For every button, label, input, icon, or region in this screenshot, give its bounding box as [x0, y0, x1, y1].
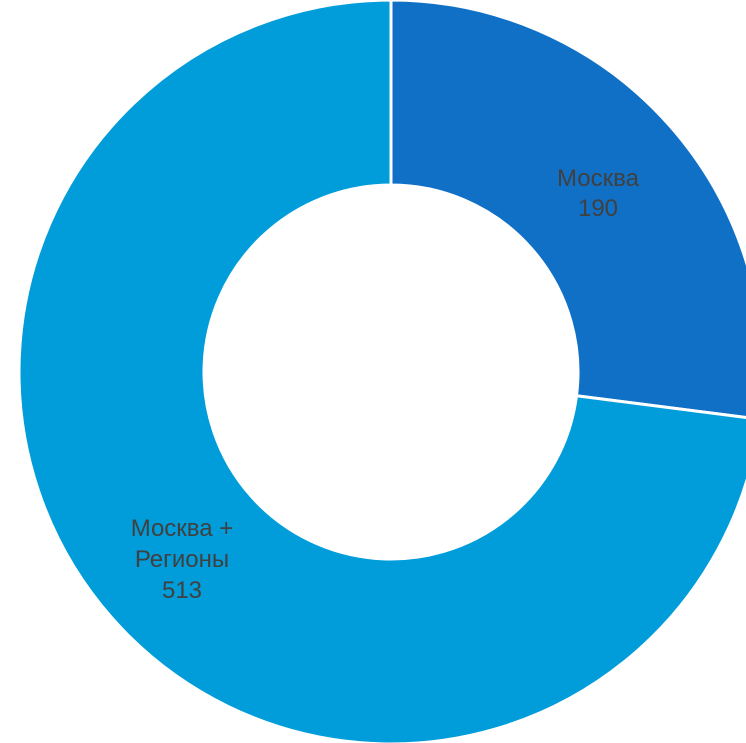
chart-slices — [19, 0, 746, 743]
data-label-category: Москва — [557, 165, 640, 192]
data-label-category: Регионы — [135, 546, 229, 573]
slice-moskva — [391, 0, 746, 419]
data-label-value: 513 — [162, 577, 202, 604]
data-label-value: 190 — [578, 195, 618, 222]
data-label-category: Москва + — [131, 515, 234, 542]
